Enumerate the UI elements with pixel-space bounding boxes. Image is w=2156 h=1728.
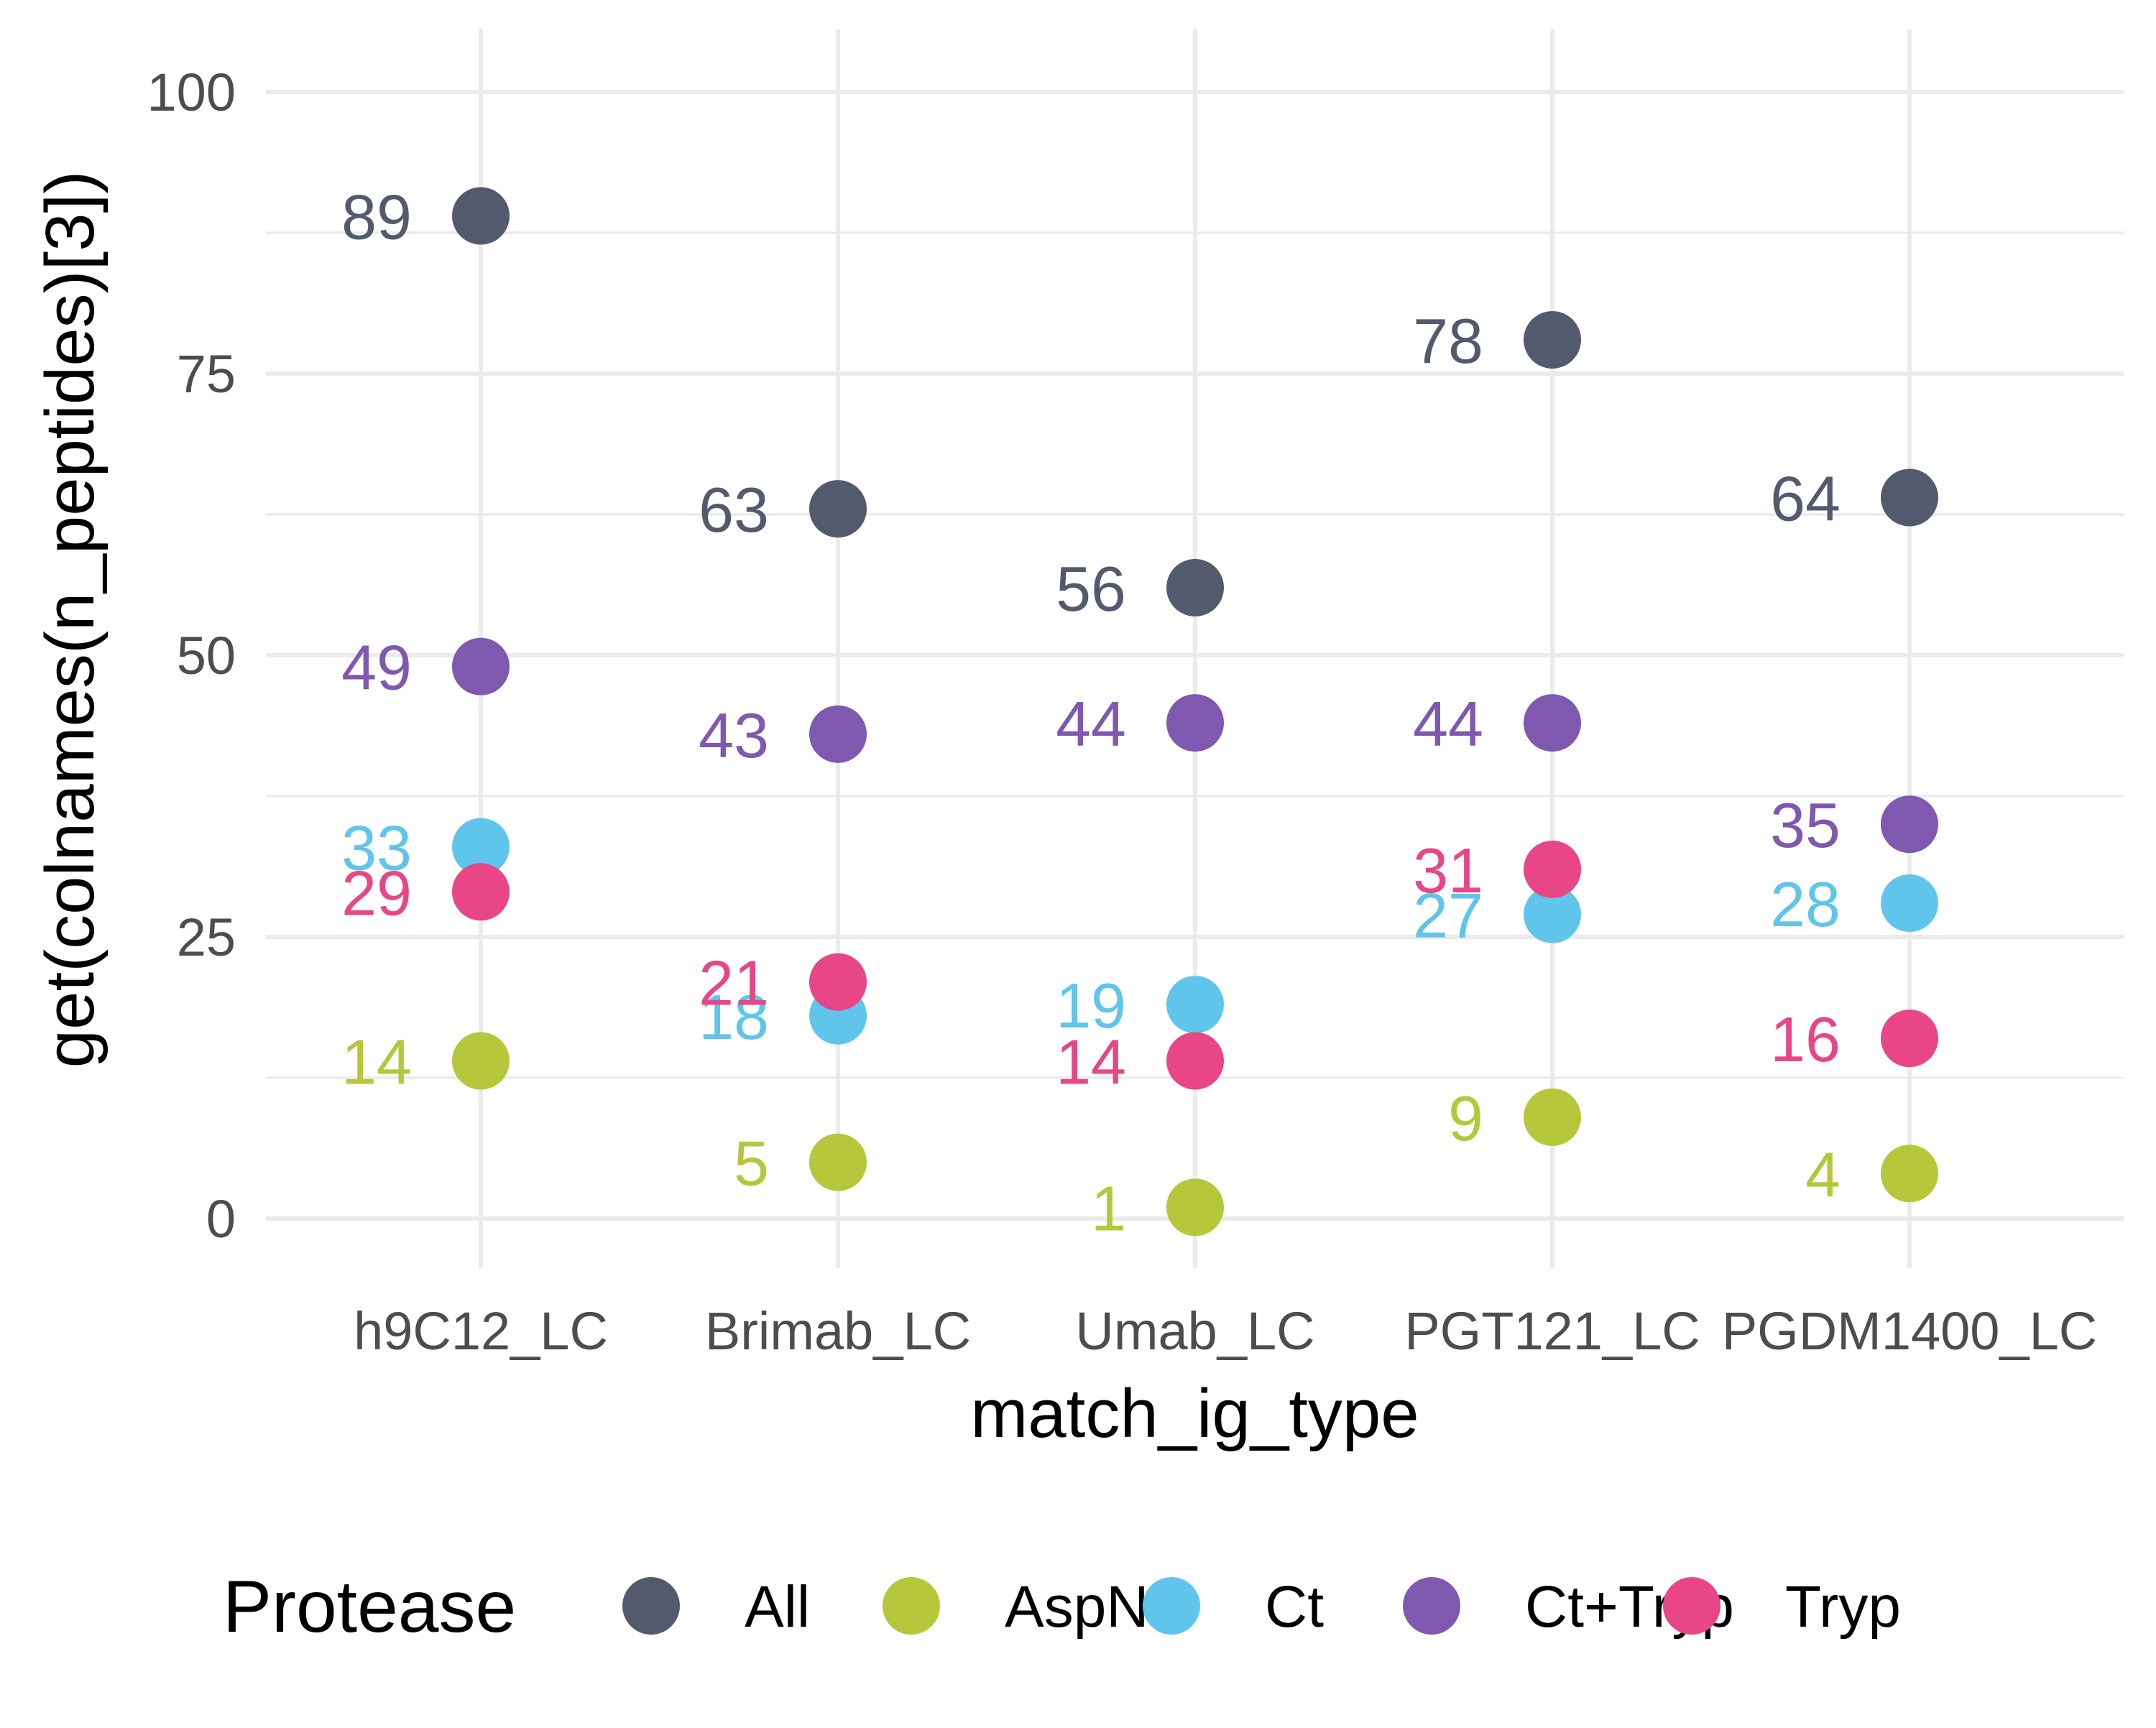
data-label: 29	[341, 857, 412, 928]
data-label: 4	[1805, 1139, 1841, 1210]
data-label: 27	[1413, 880, 1483, 951]
data-label: 64	[1770, 463, 1841, 534]
axis-layer: 0 25 50 75 100 h9C12_LC Brimab_LC Umab_LC PGT121…	[32, 63, 2097, 1452]
legend: Protease All AspN Ct Ct+Tryp Tryp	[223, 1566, 1901, 1648]
data-point	[1166, 976, 1224, 1034]
data-point	[1524, 310, 1581, 369]
data-point	[1881, 1009, 1938, 1068]
points-layer	[452, 187, 1938, 1237]
data-point	[809, 480, 867, 538]
data-point	[452, 818, 510, 876]
data-label: 33	[341, 813, 412, 884]
data-label: 28	[1770, 869, 1841, 940]
data-point	[1524, 694, 1581, 752]
data-point	[452, 637, 510, 696]
data-point	[1881, 468, 1938, 527]
y-axis-title: get(colnames(n_peptides)[3])	[32, 171, 109, 1068]
data-label: 63	[699, 474, 769, 545]
data-point	[809, 705, 867, 763]
x-tick-label: PGDM1400_LC	[1722, 1301, 2097, 1361]
data-point	[1524, 1088, 1581, 1146]
data-point	[452, 1032, 510, 1090]
data-label: 5	[734, 1128, 769, 1199]
data-label: 43	[699, 700, 769, 771]
x-tick-label: Umab_LC	[1075, 1301, 1314, 1361]
data-label: 14	[341, 1026, 412, 1097]
x-tick-label: h9C12_LC	[354, 1301, 608, 1361]
data-point	[1524, 840, 1581, 898]
legend-key	[1663, 1577, 1720, 1635]
y-tick-label: 100	[147, 63, 236, 122]
data-point	[1166, 1032, 1224, 1090]
data-label: 44	[1056, 688, 1126, 759]
data-point	[809, 1133, 867, 1191]
data-label: 35	[1770, 790, 1841, 861]
data-point	[1881, 795, 1938, 854]
x-tick-label: PGT121_LC	[1404, 1301, 1700, 1361]
data-point	[452, 187, 510, 245]
legend-key	[883, 1577, 940, 1635]
data-label: 49	[341, 632, 412, 703]
data-point	[1524, 885, 1581, 943]
legend-key	[622, 1577, 680, 1635]
y-tick-label: 0	[206, 1189, 236, 1249]
legend-title: Protease	[223, 1566, 516, 1648]
legend-key	[1403, 1577, 1460, 1635]
data-label: 14	[1056, 1026, 1126, 1097]
legend-label: AspN	[1005, 1574, 1149, 1640]
data-point	[1166, 558, 1224, 616]
data-label: 19	[1056, 970, 1126, 1041]
data-point	[1166, 1178, 1224, 1237]
data-label: 78	[1413, 305, 1483, 376]
data-label: 18	[699, 981, 769, 1053]
legend-key	[1143, 1577, 1200, 1635]
data-label: 44	[1413, 688, 1483, 759]
data-label: 16	[1770, 1004, 1841, 1075]
y-tick-label: 25	[177, 907, 236, 967]
x-axis-title: match_ig_type	[970, 1375, 1419, 1452]
x-tick-label: Brimab_LC	[705, 1301, 971, 1361]
y-tick-label: 75	[177, 344, 236, 404]
data-label: 9	[1448, 1083, 1483, 1154]
legend-label: Ct	[1265, 1574, 1324, 1640]
data-label: 21	[699, 948, 769, 1019]
data-label: 31	[1413, 835, 1483, 906]
data-point	[809, 953, 867, 1011]
y-tick-label: 50	[177, 626, 236, 685]
legend-label: All	[745, 1574, 810, 1640]
data-label: 89	[341, 181, 412, 252]
data-point	[1166, 694, 1224, 752]
data-point	[1881, 874, 1938, 932]
legend-label: Tryp	[1785, 1574, 1901, 1640]
data-label: 1	[1091, 1173, 1126, 1244]
data-label: 56	[1056, 553, 1126, 624]
data-point	[1881, 1145, 1938, 1203]
data-point	[452, 863, 510, 921]
